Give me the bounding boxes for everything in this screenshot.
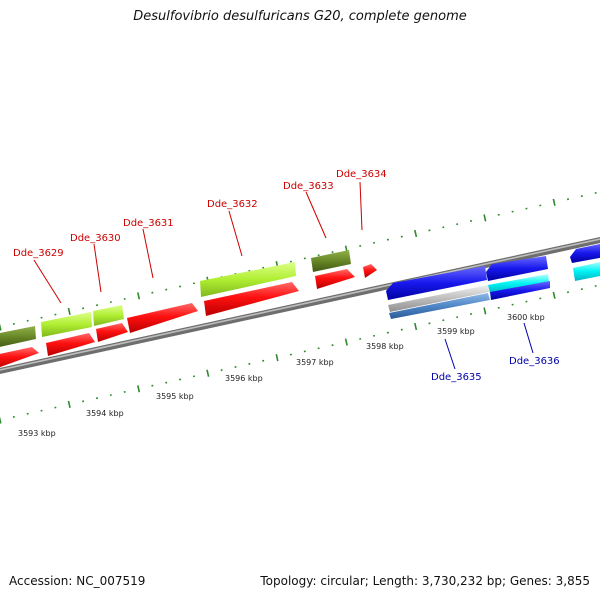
cds-arrow-red[interactable] bbox=[46, 333, 95, 356]
cds-arrow-red[interactable] bbox=[96, 323, 128, 342]
accession-text: Accession: NC_007519 bbox=[9, 574, 146, 588]
major-tick bbox=[67, 307, 71, 315]
gene-arrow-cyan[interactable] bbox=[573, 261, 600, 281]
gene-arrow-lime[interactable] bbox=[93, 305, 124, 326]
cds-arrow-red[interactable] bbox=[363, 264, 377, 278]
map-title: Desulfovibrio desulfuricans G20, complet… bbox=[133, 9, 467, 24]
gene-label-dde-3634[interactable]: Dde_3634 bbox=[336, 169, 387, 180]
inner-tick-track bbox=[0, 284, 597, 424]
scale-label-3597: 3597 kbp bbox=[296, 358, 334, 367]
genome-backbone bbox=[0, 237, 600, 374]
major-tick bbox=[67, 400, 71, 408]
scale-label-3596: 3596 kbp bbox=[225, 374, 263, 383]
major-tick bbox=[206, 369, 210, 377]
major-tick bbox=[414, 322, 418, 331]
gene-arrow-cyan[interactable] bbox=[488, 274, 549, 293]
major-tick bbox=[344, 338, 348, 346]
major-tick bbox=[552, 291, 556, 299]
gene-arrow-olive[interactable] bbox=[311, 250, 351, 272]
gene-label-dde-3633[interactable]: Dde_3633 bbox=[283, 181, 334, 192]
cds-arrow-red[interactable] bbox=[204, 282, 299, 316]
cds-arrow-red[interactable] bbox=[0, 347, 39, 369]
gene-arrow-olive[interactable] bbox=[0, 326, 36, 348]
cds-arrow-blue[interactable] bbox=[486, 256, 548, 281]
outer-tick-track bbox=[0, 191, 597, 331]
cds-arrow-red[interactable] bbox=[315, 269, 355, 289]
scale-label-3593: 3593 kbp bbox=[18, 429, 56, 438]
major-tick bbox=[552, 198, 556, 206]
label-leader-lines bbox=[33, 181, 534, 370]
scale-label-3598: 3598 kbp bbox=[366, 342, 404, 351]
cds-arrow-blue[interactable] bbox=[386, 266, 487, 300]
major-tick bbox=[0, 323, 2, 331]
cds-arrow-red[interactable] bbox=[127, 303, 198, 333]
major-tick bbox=[483, 307, 487, 315]
forward-strand-genes bbox=[0, 250, 377, 369]
major-tick bbox=[275, 354, 279, 362]
major-tick bbox=[137, 385, 141, 393]
scale-label-3595: 3595 kbp bbox=[156, 392, 194, 401]
gene-label-dde-3632[interactable]: Dde_3632 bbox=[207, 199, 258, 210]
gene-label-dde-3635[interactable]: Dde_3635 bbox=[431, 372, 482, 383]
gene-label-dde-3629[interactable]: Dde_3629 bbox=[13, 248, 64, 259]
gene-arrow-lime[interactable] bbox=[41, 312, 92, 337]
cds-arrow-blue[interactable] bbox=[490, 281, 550, 300]
scale-label-3599: 3599 kbp bbox=[437, 327, 475, 336]
reverse-strand-genes bbox=[386, 243, 600, 319]
scale-label-3600: 3600 kbp bbox=[507, 313, 545, 322]
major-tick bbox=[483, 214, 487, 222]
gene-label-dde-3631[interactable]: Dde_3631 bbox=[123, 218, 174, 229]
gene-arrow-steel[interactable] bbox=[389, 293, 490, 319]
major-tick bbox=[0, 416, 2, 424]
genome-summary-text: Topology: circular; Length: 3,730,232 bp… bbox=[260, 574, 590, 588]
major-tick bbox=[414, 229, 418, 238]
gene-label-dde-3636[interactable]: Dde_3636 bbox=[509, 356, 560, 367]
scale-label-3594: 3594 kbp bbox=[86, 409, 124, 418]
cds-arrow-blue[interactable] bbox=[570, 243, 600, 263]
gene-arrow-grey[interactable] bbox=[388, 285, 489, 312]
major-tick bbox=[137, 292, 141, 300]
gene-arrow-lime[interactable] bbox=[200, 262, 296, 297]
gene-label-dde-3630[interactable]: Dde_3630 bbox=[70, 233, 121, 244]
